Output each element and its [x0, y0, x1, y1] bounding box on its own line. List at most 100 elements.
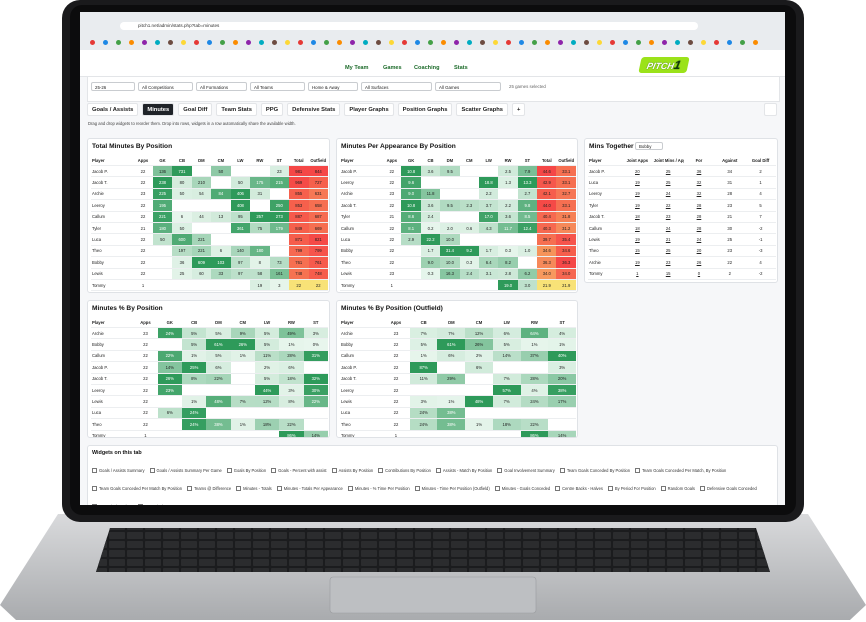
checkbox[interactable] [378, 468, 384, 473]
checkbox[interactable] [699, 486, 705, 491]
bookmark-icon[interactable] [363, 40, 368, 45]
tab[interactable]: Goal Diff [178, 103, 213, 116]
delete-button[interactable] [764, 103, 777, 116]
cell-link[interactable]: 32 [696, 180, 702, 186]
tab[interactable]: Team Stats [216, 103, 257, 116]
bookmark-icon[interactable] [441, 40, 446, 45]
cell-link[interactable]: 19 [635, 259, 640, 265]
bookmark-icon[interactable] [506, 40, 511, 45]
widget-checkbox[interactable]: Random Goals [660, 486, 695, 491]
tab[interactable]: Scatter Graphs [456, 103, 509, 116]
filter-select[interactable]: 25-26 [91, 82, 135, 91]
cell-link[interactable]: 25 [665, 168, 671, 174]
filter-select[interactable]: All Formations [196, 82, 247, 91]
cell-link[interactable]: 36 [696, 168, 702, 174]
bookmark-icon[interactable] [636, 40, 641, 45]
tab[interactable]: Minutes [142, 103, 175, 116]
cell-link[interactable]: 0 [697, 271, 701, 277]
bookmark-icon[interactable] [272, 40, 277, 45]
tab[interactable]: Defensive Stats [287, 103, 341, 116]
widget-checkbox[interactable]: Centre Backs - Halves [555, 486, 603, 491]
cell-link[interactable]: 24 [665, 191, 671, 197]
bookmark-icon[interactable] [597, 40, 602, 45]
checkbox[interactable] [331, 468, 337, 473]
cell-link[interactable]: 20 [635, 168, 640, 174]
widget-checkbox[interactable]: Goal Involvement Summary [497, 468, 555, 473]
widget-checkbox[interactable]: By Period For Position [607, 486, 656, 491]
bookmark-icon[interactable] [298, 40, 303, 45]
nav-link[interactable]: Stats [454, 65, 468, 71]
bookmark-icon[interactable] [311, 40, 316, 45]
bookmark-icon[interactable] [467, 40, 472, 45]
widget-checkbox[interactable]: By Period - Quarters [137, 504, 182, 505]
nav-link[interactable]: My Team [345, 65, 369, 71]
cell-link[interactable]: 19 [635, 202, 640, 208]
widget-checkbox[interactable]: Minutes - Totals [236, 486, 272, 491]
cell-link[interactable]: 21 [665, 237, 671, 243]
checkbox[interactable] [271, 468, 277, 473]
cell-link[interactable]: 26 [696, 259, 702, 265]
bookmark-icon[interactable] [454, 40, 459, 45]
widget-checkbox[interactable]: Minutes - Totals Per Appearance [276, 486, 343, 491]
cell-link[interactable]: 28 [696, 202, 702, 208]
checkbox[interactable] [276, 486, 282, 491]
bookmark-icon[interactable] [623, 40, 628, 45]
widget-checkbox[interactable]: Goals / Assists Summary [92, 468, 145, 473]
checkbox[interactable] [92, 486, 97, 491]
checkbox[interactable] [92, 468, 97, 473]
checkbox[interactable] [559, 468, 565, 473]
cell-link[interactable]: 19 [635, 237, 640, 243]
bookmark-icon[interactable] [103, 40, 108, 45]
cell-link[interactable]: 1 [636, 271, 639, 277]
nav-link[interactable]: Coaching [414, 65, 440, 71]
bookmark-icon[interactable] [519, 40, 524, 45]
bookmark-icon[interactable] [181, 40, 186, 45]
bookmark-icon[interactable] [571, 40, 576, 45]
checkbox[interactable] [635, 468, 641, 473]
bookmark-icon[interactable] [558, 40, 563, 45]
cell-link[interactable]: 25 [665, 180, 671, 186]
bookmark-icon[interactable] [532, 40, 537, 45]
bookmark-icon[interactable] [740, 40, 745, 45]
bookmark-icon[interactable] [90, 40, 95, 45]
nav-link[interactable]: Games [383, 65, 402, 71]
widget-checkbox[interactable]: Assists - Match By Position [435, 468, 492, 473]
bookmark-icon[interactable] [233, 40, 238, 45]
widget-checkbox[interactable]: Teams @ Difference [187, 486, 231, 491]
bookmark-icon[interactable] [584, 40, 589, 45]
filter-select[interactable]: Home & Away [308, 82, 358, 91]
cell-link[interactable]: 32 [696, 191, 702, 197]
checkbox[interactable] [660, 486, 666, 491]
widget-checkbox[interactable]: Minutes - % Time Per Position [347, 486, 410, 491]
widget-checkbox[interactable]: Minutes - Goals Conceded [494, 486, 550, 491]
cell-link[interactable]: 25 [665, 248, 671, 254]
checkbox[interactable] [137, 504, 143, 505]
widget-checkbox[interactable]: Team Goals Conceded By Position [559, 468, 630, 473]
tab[interactable]: Position Graphs [397, 103, 453, 116]
widget-checkbox[interactable]: Defensive Goals Conceded [699, 486, 757, 491]
cell-link[interactable]: 23 [665, 214, 671, 220]
widget-checkbox[interactable]: Minutes - Time Per Position (Outfield) [414, 486, 490, 491]
bookmark-icon[interactable] [155, 40, 160, 45]
checkbox[interactable] [435, 468, 441, 473]
widget-checkbox[interactable]: Goals / Assists Summary Per Game [149, 468, 222, 473]
bookmark-icon[interactable] [259, 40, 264, 45]
cell-link[interactable]: 19 [635, 180, 640, 186]
tab[interactable]: PPG [260, 103, 284, 116]
cell-link[interactable]: 24 [696, 237, 702, 243]
filter-select[interactable]: All Competitions [138, 82, 193, 91]
bookmark-icon[interactable] [753, 40, 758, 45]
widget-checkbox[interactable]: Contributions By Position [378, 468, 431, 473]
tab[interactable]: Player Graphs [344, 103, 394, 116]
bookmark-icon[interactable] [389, 40, 394, 45]
cell-link[interactable]: 15 [665, 271, 671, 277]
checkbox[interactable] [92, 504, 97, 505]
checkbox[interactable] [149, 468, 155, 473]
bookmark-icon[interactable] [480, 40, 485, 45]
checkbox[interactable] [236, 486, 242, 491]
widget-checkbox[interactable]: Goals - Percent with assist [271, 468, 327, 473]
cell-link[interactable]: 24 [665, 225, 671, 231]
filter-select[interactable]: All Games [435, 82, 501, 91]
bookmark-icon[interactable] [337, 40, 342, 45]
widget-checkbox[interactable]: Goals By Position [226, 468, 266, 473]
